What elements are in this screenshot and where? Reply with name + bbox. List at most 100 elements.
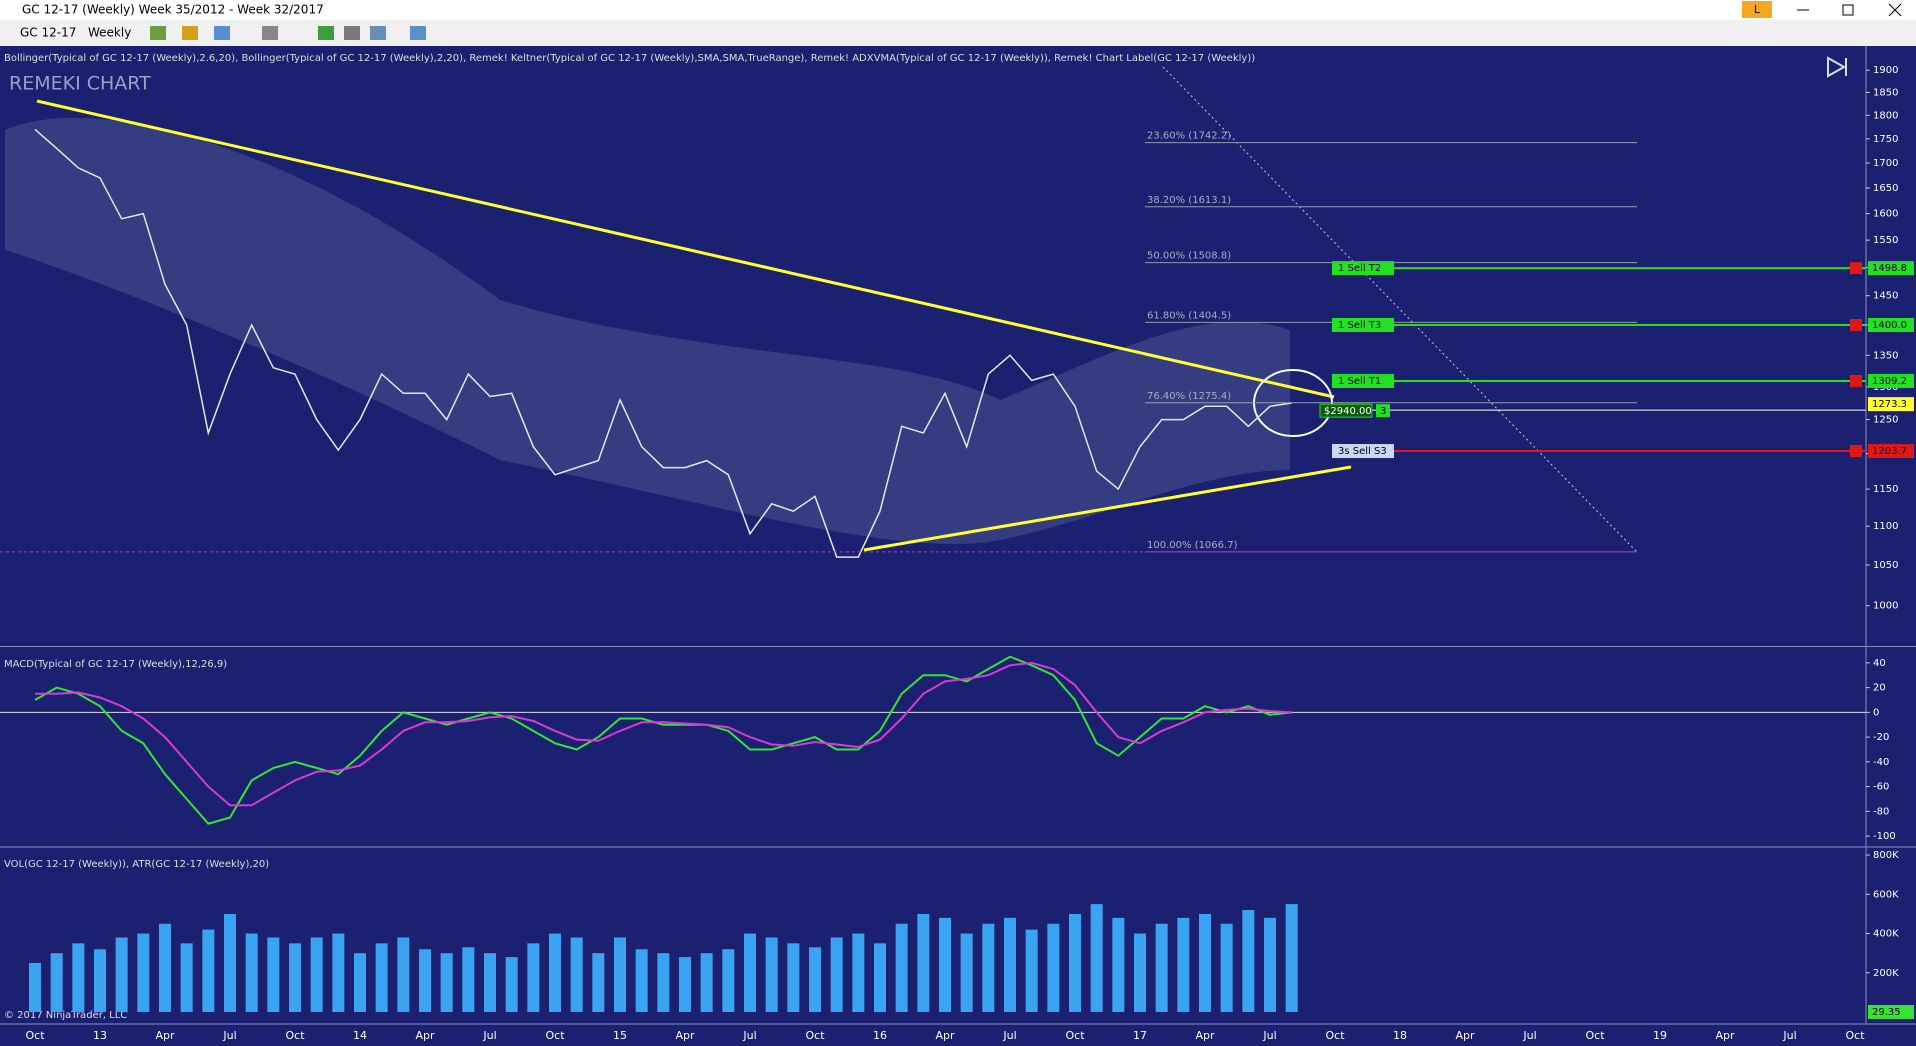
- volume-bar: [484, 953, 496, 1013]
- y-tick-label: 400K: [1873, 929, 1899, 940]
- order-tag: [1332, 444, 1394, 459]
- maximize[interactable]: [1842, 4, 1854, 16]
- cancel-order[interactable]: [1850, 374, 1862, 387]
- fib-label: 23.60% (1742.2): [1147, 131, 1231, 142]
- volume-bar: [462, 947, 475, 1013]
- quantity: 3: [1380, 406, 1386, 417]
- strategy-button[interactable]: [344, 26, 360, 40]
- volume-bar: [115, 937, 128, 1013]
- time-tick-label: Oct: [805, 1029, 825, 1042]
- draw-button[interactable]: [182, 26, 198, 40]
- y-tick-label: 1800: [1873, 110, 1898, 121]
- time-tick-label: Jul: [1522, 1029, 1536, 1042]
- volume-bar: [1090, 904, 1103, 1013]
- volume-label: VOL(GC 12-17 (Weekly)), ATR(GC 12-17 (We…: [4, 859, 269, 870]
- tool-button[interactable]: [214, 26, 230, 40]
- time-tick-label: 16: [873, 1029, 887, 1042]
- volume-bar: [917, 913, 930, 1013]
- y-tick-label: 1750: [1873, 134, 1898, 145]
- y-tick-label: 1650: [1873, 183, 1898, 194]
- y-tick-label: 1900: [1873, 65, 1898, 76]
- volume-bar: [137, 933, 150, 1013]
- volume-bar: [159, 923, 171, 1013]
- time-tick-label: Jul: [1262, 1029, 1276, 1042]
- y-tick-label: 600K: [1873, 889, 1899, 900]
- time-tick-label: Apr: [1195, 1029, 1215, 1042]
- y-tick-label: 40: [1873, 658, 1886, 669]
- volume-bar: [419, 949, 431, 1013]
- y-tick-label: 1700: [1873, 158, 1898, 169]
- time-tick-label: 19: [1653, 1029, 1667, 1042]
- volume-bar: [1047, 923, 1060, 1013]
- volume-bar: [1134, 933, 1146, 1013]
- indicator-button[interactable]: [318, 26, 334, 40]
- cancel-order[interactable]: [1850, 262, 1862, 275]
- bar-type-button[interactable]: [150, 26, 166, 40]
- volume-bar: [440, 953, 453, 1013]
- copyright: © 2017 NinjaTrader, LLC: [4, 1010, 127, 1021]
- y-tick-label: 800K: [1873, 850, 1899, 861]
- qty-box: [1376, 404, 1390, 418]
- volume-bar: [1264, 917, 1276, 1013]
- time-tick-label: Oct: [545, 1029, 565, 1042]
- atr-label: 29.35: [1872, 1007, 1901, 1018]
- volume-bar: [1285, 904, 1298, 1013]
- close[interactable]: [1888, 3, 1902, 17]
- volume-bar: [1220, 923, 1233, 1013]
- scroll-end-button[interactable]: [1827, 56, 1847, 78]
- cancel-order[interactable]: [1850, 319, 1862, 332]
- order-label: 1 Sell T2: [1338, 263, 1381, 274]
- time-tick-label: Oct: [1065, 1029, 1085, 1042]
- y-tick-label: 1100: [1873, 521, 1898, 532]
- time-tick-label: Jul: [1782, 1029, 1796, 1042]
- price-flag: [1868, 318, 1914, 333]
- indicator-label: Bollinger(Typical of GC 12-17 (Weekly),2…: [4, 53, 1255, 64]
- time-tick-label: 15: [613, 1029, 627, 1042]
- volume-bar: [592, 953, 605, 1013]
- time-tick-label: Jul: [482, 1029, 496, 1042]
- symbol-select[interactable]: GC 12-17: [20, 26, 76, 40]
- price-flag-label: 1498.8: [1872, 263, 1907, 274]
- volume-bar: [570, 937, 583, 1013]
- y-tick-label: 1850: [1873, 87, 1898, 98]
- data-box-button[interactable]: [410, 26, 426, 40]
- interval-select[interactable]: Weekly: [88, 26, 131, 40]
- volume-bar: [895, 923, 908, 1013]
- window-title: GC 12-17 (Weekly) Week 35/2012 - Week 32…: [22, 3, 324, 17]
- y-tick-label: 1450: [1873, 291, 1898, 302]
- properties-button[interactable]: [370, 26, 386, 40]
- volume-bar: [267, 937, 280, 1013]
- volume-bar: [744, 933, 756, 1013]
- price-flag-label: 1400.0: [1872, 320, 1907, 331]
- y-tick-label: 1150: [1873, 484, 1898, 495]
- y-tick-label: 20: [1873, 683, 1886, 694]
- volume-bar: [332, 933, 345, 1013]
- order-label: 1 Sell T1: [1338, 376, 1381, 387]
- last-price-flag: [1868, 397, 1914, 412]
- y-tick-label: -40: [1873, 757, 1889, 768]
- time-tick-label: Jul: [742, 1029, 756, 1042]
- volume-bar: [29, 962, 41, 1013]
- macd-line: [35, 661, 1292, 807]
- volume-bar: [614, 937, 626, 1013]
- volume-bar: [72, 943, 85, 1013]
- y-tick-label: 1350: [1873, 350, 1898, 361]
- macd-line: [34, 655, 1292, 825]
- volume-bar: [202, 929, 215, 1013]
- price-flag: [1868, 444, 1914, 459]
- volume-bar: [505, 957, 518, 1013]
- fib-label: 61.80% (1404.5): [1147, 310, 1231, 321]
- volume-bar: [809, 947, 821, 1013]
- y-tick-label: -100: [1873, 831, 1896, 842]
- macd-label: MACD(Typical of GC 12-17 (Weekly),12,26,…: [4, 659, 227, 670]
- cancel-order[interactable]: [1850, 445, 1862, 458]
- volume-bar: [1112, 917, 1125, 1013]
- order-label: 1 Sell T3: [1338, 320, 1381, 331]
- volume-bar: [94, 949, 106, 1013]
- volume-bar: [1069, 913, 1081, 1013]
- price-flag: [1868, 373, 1914, 388]
- account-badge[interactable]: [1742, 1, 1772, 18]
- price-line: [34, 128, 1292, 558]
- pointer-button[interactable]: [262, 26, 278, 40]
